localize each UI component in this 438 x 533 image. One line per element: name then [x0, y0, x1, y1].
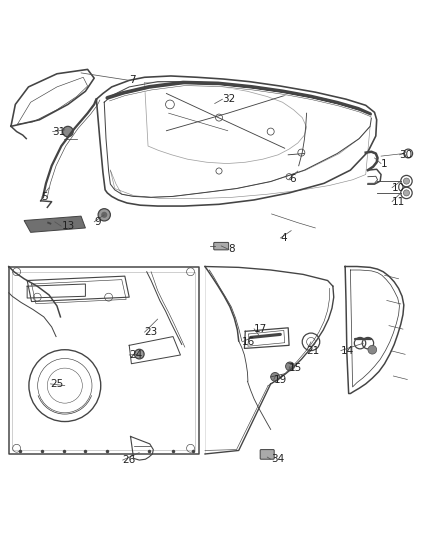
- FancyBboxPatch shape: [260, 449, 274, 459]
- Text: 15: 15: [289, 363, 302, 373]
- Circle shape: [98, 209, 110, 221]
- Text: 5: 5: [42, 192, 48, 203]
- Text: 17: 17: [254, 324, 267, 334]
- Text: 11: 11: [392, 197, 405, 207]
- Text: 26: 26: [123, 455, 136, 465]
- Text: 19: 19: [274, 375, 287, 384]
- Text: 34: 34: [271, 454, 284, 464]
- Circle shape: [286, 362, 294, 371]
- Text: 13: 13: [61, 221, 74, 231]
- Text: 7: 7: [129, 75, 136, 85]
- Circle shape: [368, 345, 377, 354]
- FancyBboxPatch shape: [214, 243, 229, 250]
- Polygon shape: [24, 216, 85, 232]
- Text: 32: 32: [223, 94, 236, 104]
- Text: 9: 9: [94, 217, 101, 227]
- Text: 23: 23: [145, 327, 158, 337]
- Circle shape: [63, 126, 73, 137]
- Circle shape: [403, 190, 410, 196]
- Text: 25: 25: [50, 379, 64, 389]
- Text: 30: 30: [399, 150, 413, 160]
- Circle shape: [271, 373, 279, 381]
- Text: 14: 14: [341, 345, 354, 356]
- Circle shape: [403, 178, 410, 184]
- Text: 8: 8: [228, 244, 234, 254]
- Text: 1: 1: [381, 159, 388, 168]
- Circle shape: [134, 349, 144, 359]
- Text: 4: 4: [280, 233, 287, 243]
- Circle shape: [101, 212, 107, 218]
- Text: 24: 24: [129, 350, 142, 360]
- Text: 10: 10: [392, 183, 405, 192]
- Text: 16: 16: [242, 337, 255, 347]
- Text: 6: 6: [289, 174, 296, 184]
- Text: 31: 31: [53, 127, 66, 136]
- Text: 21: 21: [307, 345, 320, 356]
